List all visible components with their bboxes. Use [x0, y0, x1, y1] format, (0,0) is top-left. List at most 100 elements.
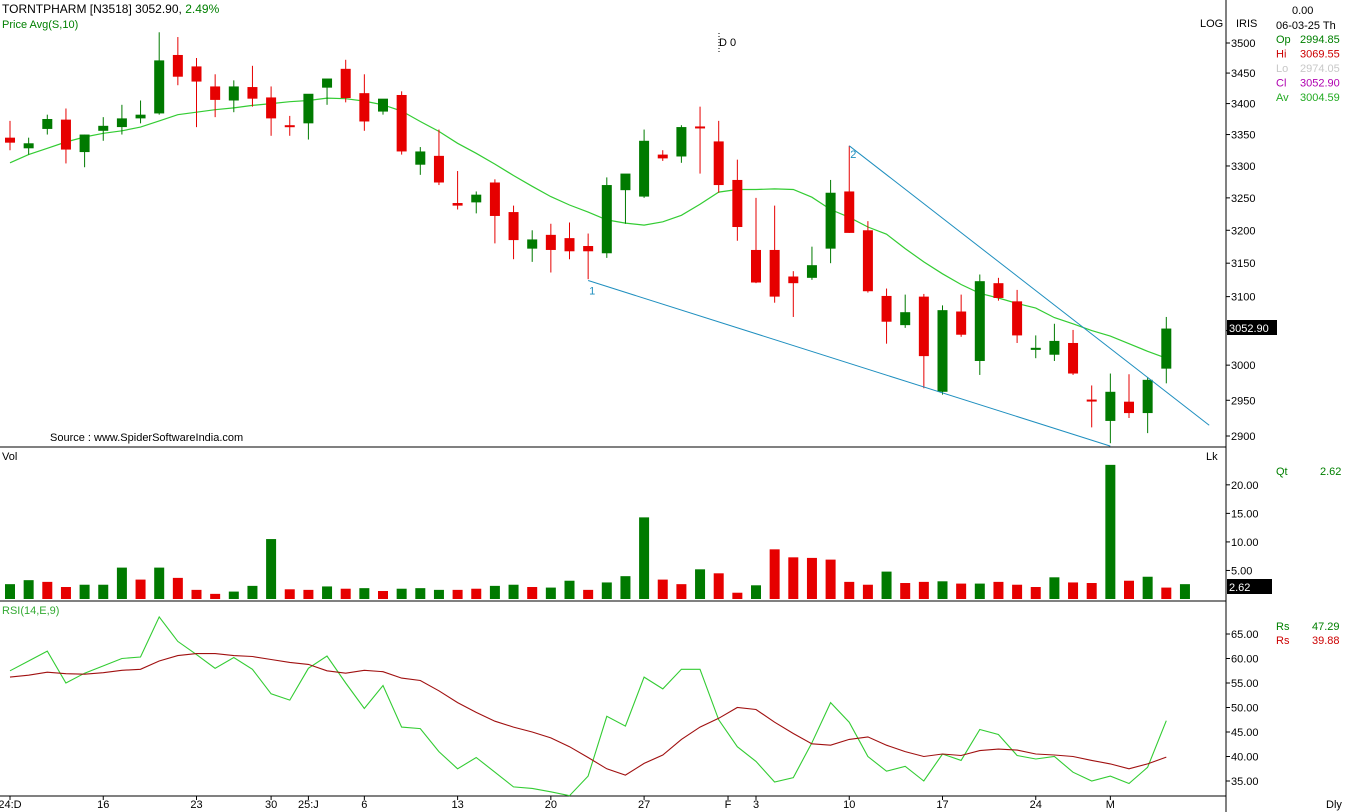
- volume-bar: [862, 584, 873, 599]
- candle-down: [713, 141, 724, 186]
- candle-down: [1086, 399, 1097, 402]
- last-price-tag: 3052.90: [1229, 323, 1269, 335]
- candle-down: [695, 126, 706, 129]
- volume-bar: [788, 557, 799, 599]
- rsi-panel: [9, 615, 1167, 797]
- trendline-label: 2: [850, 149, 856, 161]
- price-tick-label: 3300: [1231, 161, 1255, 173]
- candle-up: [42, 119, 53, 129]
- price-label: Price Avg(S,10): [2, 19, 78, 31]
- volume-bar: [5, 584, 15, 599]
- volume-bar: [564, 580, 575, 599]
- candle-down: [1068, 342, 1079, 374]
- x-tick-label: 27: [638, 799, 650, 811]
- candle-down: [732, 179, 743, 228]
- info-top-value: 0.00: [1292, 5, 1313, 17]
- candle-down: [769, 249, 780, 297]
- candle-down: [172, 54, 183, 77]
- qt-value: 2.62: [1320, 466, 1341, 478]
- candle-down: [5, 137, 15, 143]
- volume-bar: [937, 581, 948, 599]
- volume-bar: [844, 581, 855, 599]
- candle-down: [1124, 401, 1134, 414]
- candle-up: [154, 60, 165, 114]
- price-tick-label: 3100: [1231, 292, 1255, 304]
- info-row-label: Op: [1276, 34, 1291, 46]
- trendline[interactable]: [587, 280, 1111, 447]
- volume-bar: [247, 585, 258, 599]
- candle-up: [1049, 340, 1060, 355]
- price-tick-label: 3200: [1231, 225, 1255, 237]
- candle-up: [322, 78, 333, 88]
- log-label[interactable]: LOG: [1200, 18, 1223, 30]
- volume-bar: [172, 577, 183, 599]
- volume-bar: [1012, 584, 1023, 599]
- volume-bar: [676, 584, 687, 599]
- symbol-title: TORNTPHARM [N3518] 3052.90, 2.49%: [2, 2, 220, 16]
- candle-up: [228, 86, 239, 101]
- trendline[interactable]: [848, 145, 1210, 426]
- info-rows: Op 2994.85 Hi 3069.55 Lo 2974.05 Cl 3052.90 Av 30…: [1276, 34, 1340, 104]
- info-row-value: 3004.59: [1300, 92, 1340, 104]
- volume-bar: [228, 591, 239, 599]
- price-tick-label: 3450: [1231, 68, 1255, 80]
- price-panel: 12: [5, 32, 1210, 447]
- rs2-value: 39.88: [1312, 635, 1340, 647]
- axes: 3500345034003350330032503200315031003050…: [0, 38, 1259, 811]
- rsi-line: [9, 615, 1167, 797]
- rsi-label: RSI(14,E,9): [2, 605, 59, 617]
- volume-bar: [154, 567, 165, 599]
- candle-down: [583, 246, 594, 252]
- volume-tick-label: 15.00: [1231, 508, 1259, 520]
- candle-down: [340, 68, 351, 99]
- volume-tick-label: 20.00: [1231, 480, 1259, 492]
- trendline-label: 1: [589, 286, 595, 298]
- cursor-label: D 0: [719, 37, 736, 49]
- candle-down: [452, 203, 463, 206]
- candle-down: [489, 182, 500, 216]
- info-date: 06-03-25 Th: [1276, 20, 1336, 32]
- candle-down: [266, 97, 277, 119]
- volume-tag-bg: [1227, 579, 1272, 594]
- volume-bar: [79, 584, 90, 599]
- info-row-value: 3069.55: [1300, 49, 1340, 61]
- volume-bar: [620, 576, 631, 599]
- price-tick-label: 3500: [1231, 38, 1255, 50]
- volume-bar: [284, 589, 295, 599]
- volume-bar: [1124, 580, 1134, 599]
- volume-bar: [378, 591, 388, 599]
- volume-bar: [322, 586, 333, 599]
- period-label[interactable]: Dly: [1326, 799, 1342, 811]
- rsi-tick-label: 35.00: [1231, 776, 1259, 788]
- volume-bar: [1030, 587, 1041, 599]
- price-tick-label: 3250: [1231, 193, 1255, 205]
- iris-label[interactable]: IRIS: [1236, 18, 1257, 30]
- volume-tick-label: 5.00: [1231, 565, 1252, 577]
- volume-bar: [489, 585, 500, 599]
- info-row-label: Hi: [1276, 49, 1286, 61]
- candle-down: [657, 154, 668, 159]
- volume-bar: [806, 557, 817, 599]
- candle-down: [956, 311, 967, 335]
- info-row-value: 2974.05: [1300, 63, 1340, 75]
- candle-down: [433, 155, 444, 183]
- volume-bar: [1105, 464, 1116, 599]
- candle-down: [751, 249, 761, 283]
- candle-up: [471, 194, 482, 203]
- volume-bar: [396, 588, 407, 599]
- x-tick-label: F: [725, 799, 732, 811]
- candle-up: [23, 143, 34, 149]
- volume-bar: [639, 517, 650, 599]
- candle-up: [1142, 379, 1153, 414]
- x-tick-label: 10: [843, 799, 855, 811]
- volume-bar: [191, 589, 202, 599]
- candle-up: [116, 118, 127, 128]
- volume-bar: [452, 589, 463, 599]
- candle-down: [564, 238, 575, 252]
- x-tick-label: 6: [361, 799, 367, 811]
- x-tick-label: 13: [451, 799, 463, 811]
- rsi-tick-label: 55.00: [1231, 678, 1259, 690]
- volume-bar: [825, 559, 836, 599]
- info-row-value: 2994.85: [1300, 34, 1340, 46]
- candle-up: [98, 125, 109, 131]
